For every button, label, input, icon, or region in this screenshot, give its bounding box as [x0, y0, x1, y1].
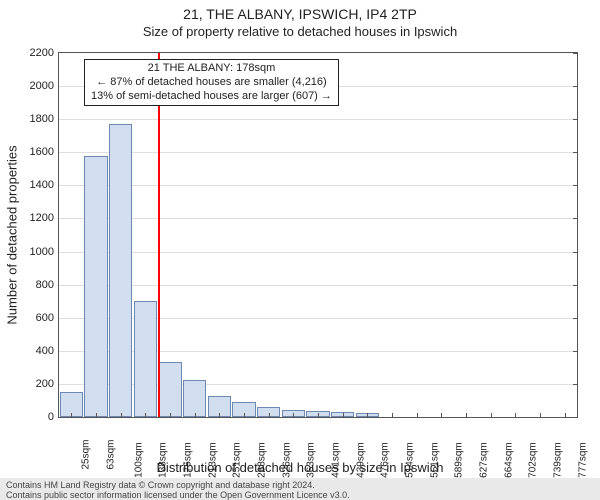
annotation-line-3: 13% of semi-detached houses are larger (… — [91, 90, 332, 104]
x-tick-mark — [540, 413, 541, 418]
y-tick-mark — [573, 351, 578, 352]
y-tick-mark — [573, 384, 578, 385]
y-tick-mark — [573, 218, 578, 219]
gridline — [59, 119, 577, 120]
gridline — [59, 218, 577, 219]
histogram-bar — [183, 380, 206, 417]
x-tick-mark — [121, 413, 122, 418]
x-tick-mark — [71, 413, 72, 418]
y-tick-mark — [573, 53, 578, 54]
annotation-box: 21 THE ALBANY: 178sqm ← 87% of detached … — [84, 59, 339, 106]
x-tick-mark — [491, 413, 492, 418]
x-tick-mark — [441, 413, 442, 418]
y-tick-label: 1000 — [30, 246, 59, 258]
x-tick-mark — [392, 413, 393, 418]
y-tick-label: 800 — [36, 279, 59, 291]
y-tick-label: 2000 — [30, 80, 59, 92]
page-subtitle: Size of property relative to detached ho… — [0, 24, 600, 39]
y-tick-label: 1600 — [30, 146, 59, 158]
y-tick-mark — [573, 318, 578, 319]
gridline — [59, 152, 577, 153]
y-tick-label: 0 — [48, 411, 59, 423]
histogram-bar — [134, 301, 157, 417]
histogram-bar — [84, 156, 107, 417]
x-tick-mark — [269, 413, 270, 418]
x-tick-mark — [293, 413, 294, 418]
y-tick-mark — [573, 185, 578, 186]
histogram-bar — [158, 362, 181, 417]
marker-line — [158, 53, 160, 417]
x-tick-mark — [565, 413, 566, 418]
x-tick-mark — [466, 413, 467, 418]
x-tick-mark — [367, 413, 368, 418]
x-tick-mark — [318, 413, 319, 418]
footer-line-1: Contains HM Land Registry data © Crown c… — [6, 480, 594, 490]
annotation-line-1: 21 THE ALBANY: 178sqm — [91, 62, 332, 76]
x-axis-label: Distribution of detached houses by size … — [0, 460, 600, 475]
y-tick-label: 600 — [36, 312, 59, 324]
y-tick-mark — [573, 252, 578, 253]
y-axis-label: Number of detached properties — [5, 145, 20, 324]
histogram-bar — [109, 124, 132, 417]
y-tick-label: 1400 — [30, 179, 59, 191]
x-tick-mark — [219, 413, 220, 418]
chart-plot-area: 0200400600800100012001400160018002000220… — [58, 52, 578, 418]
x-tick-mark — [195, 413, 196, 418]
y-tick-mark — [573, 152, 578, 153]
footer-line-2: Contains public sector information licen… — [6, 490, 594, 500]
annotation-line-2: ← 87% of detached houses are smaller (4,… — [91, 76, 332, 90]
y-tick-label: 1200 — [30, 212, 59, 224]
x-tick-mark — [417, 413, 418, 418]
x-tick-mark — [145, 413, 146, 418]
y-tick-label: 2200 — [30, 47, 59, 59]
x-tick-mark — [96, 413, 97, 418]
y-tick-mark — [573, 86, 578, 87]
gridline — [59, 285, 577, 286]
x-tick-mark — [170, 413, 171, 418]
y-tick-mark — [573, 417, 578, 418]
x-tick-mark — [343, 413, 344, 418]
y-tick-label: 400 — [36, 345, 59, 357]
gridline — [59, 252, 577, 253]
attribution-footer: Contains HM Land Registry data © Crown c… — [0, 478, 600, 500]
y-tick-label: 1800 — [30, 113, 59, 125]
page-title: 21, THE ALBANY, IPSWICH, IP4 2TP — [0, 6, 600, 22]
y-tick-label: 200 — [36, 378, 59, 390]
figure: 21, THE ALBANY, IPSWICH, IP4 2TP Size of… — [0, 0, 600, 500]
x-tick-mark — [244, 413, 245, 418]
x-tick-mark — [515, 413, 516, 418]
y-tick-mark — [573, 119, 578, 120]
gridline — [59, 185, 577, 186]
y-tick-mark — [573, 285, 578, 286]
